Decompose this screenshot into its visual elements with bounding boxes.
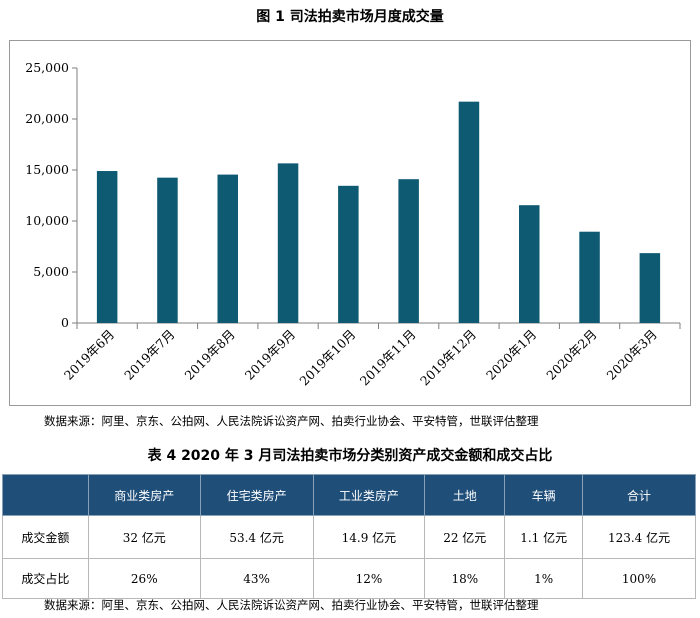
table-cell: 14.9 亿元 bbox=[312, 515, 426, 559]
header-cell: 车辆 bbox=[504, 474, 584, 516]
table-cell: 123.4 亿元 bbox=[582, 515, 696, 559]
table-cell: 26% bbox=[87, 558, 201, 599]
bar bbox=[157, 177, 178, 323]
y-tick-label: 20,000 bbox=[25, 111, 69, 126]
table-cell: 12% bbox=[312, 558, 426, 599]
y-tick-label: 0 bbox=[61, 315, 69, 330]
bar bbox=[338, 185, 359, 323]
y-tick-label: 10,000 bbox=[25, 213, 69, 228]
header-cell bbox=[2, 474, 89, 516]
table-cell: 1.1 亿元 bbox=[504, 515, 584, 559]
x-tick-label: 2020年3月 bbox=[604, 327, 660, 383]
table-source-note: 数据来源：阿里、京东、公拍网、人民法院诉讼资产网、拍卖行业协会、平安特管，世联评… bbox=[44, 598, 539, 612]
y-tick-label: 15,000 bbox=[25, 162, 69, 177]
row-label-cell: 成交占比 bbox=[2, 558, 89, 599]
table-title: 表 4 2020 年 3 月司法拍卖市场分类别资产成交金额和成交占比 bbox=[147, 448, 553, 464]
bar bbox=[458, 101, 480, 323]
chart-title: 图 1 司法拍卖市场月度成交量 bbox=[256, 9, 444, 25]
x-tick-label: 2019年7月 bbox=[121, 327, 177, 383]
x-tick-label: 2019年11月 bbox=[357, 327, 419, 389]
table-cell: 18% bbox=[424, 558, 506, 599]
bar bbox=[96, 171, 118, 323]
header-cell: 商业类房产 bbox=[87, 474, 201, 516]
asset-table: 商业类房产 住宅类房产 工业类房产 土地 车辆 合计 成交金额 32 亿元 53… bbox=[2, 474, 696, 599]
row-label-cell: 成交金额 bbox=[2, 515, 89, 559]
bar bbox=[277, 163, 299, 323]
y-tick-label: 5,000 bbox=[33, 264, 69, 279]
bar bbox=[398, 179, 419, 323]
table-cell: 22 亿元 bbox=[424, 515, 506, 559]
table-row: 成交占比 26% 43% 12% 18% 1% 100% bbox=[2, 558, 696, 599]
x-tick-label: 2019年9月 bbox=[242, 327, 298, 383]
chart-area: 0 5,000 10,000 15,000 20,000 25,000 2019年6月 201… bbox=[9, 40, 691, 406]
header-cell: 土地 bbox=[424, 474, 506, 516]
table-header-row: 商业类房产 住宅类房产 工业类房产 土地 车辆 合计 bbox=[2, 474, 696, 516]
y-tick-label: 25,000 bbox=[25, 60, 69, 75]
x-tick-label: 2020年2月 bbox=[543, 327, 599, 383]
table-cell: 32 亿元 bbox=[87, 515, 201, 559]
x-tick-label: 2019年10月 bbox=[296, 327, 358, 389]
table-cell: 100% bbox=[582, 558, 696, 599]
chart-source-note: 数据来源：阿里、京东、公拍网、人民法院诉讼资产网、拍卖行业协会、平安特管，世联评… bbox=[44, 414, 539, 428]
bar bbox=[639, 253, 661, 323]
table-cell: 43% bbox=[199, 558, 314, 599]
table-cell: 1% bbox=[504, 558, 584, 599]
x-tick-label: 2019年8月 bbox=[181, 327, 237, 383]
header-cell: 住宅类房产 bbox=[199, 474, 314, 516]
x-tick-label: 2020年1月 bbox=[483, 327, 539, 383]
bar bbox=[518, 205, 540, 323]
header-cell: 合计 bbox=[582, 474, 696, 516]
table-cell: 53.4 亿元 bbox=[199, 515, 314, 559]
x-tick-label: 2019年6月 bbox=[61, 327, 117, 383]
header-cell: 工业类房产 bbox=[312, 474, 426, 516]
bar bbox=[579, 231, 600, 323]
table-row: 成交金额 32 亿元 53.4 亿元 14.9 亿元 22 亿元 1.1 亿元 … bbox=[2, 515, 696, 559]
bar bbox=[217, 174, 239, 323]
x-tick-label: 2019年12月 bbox=[417, 327, 479, 389]
